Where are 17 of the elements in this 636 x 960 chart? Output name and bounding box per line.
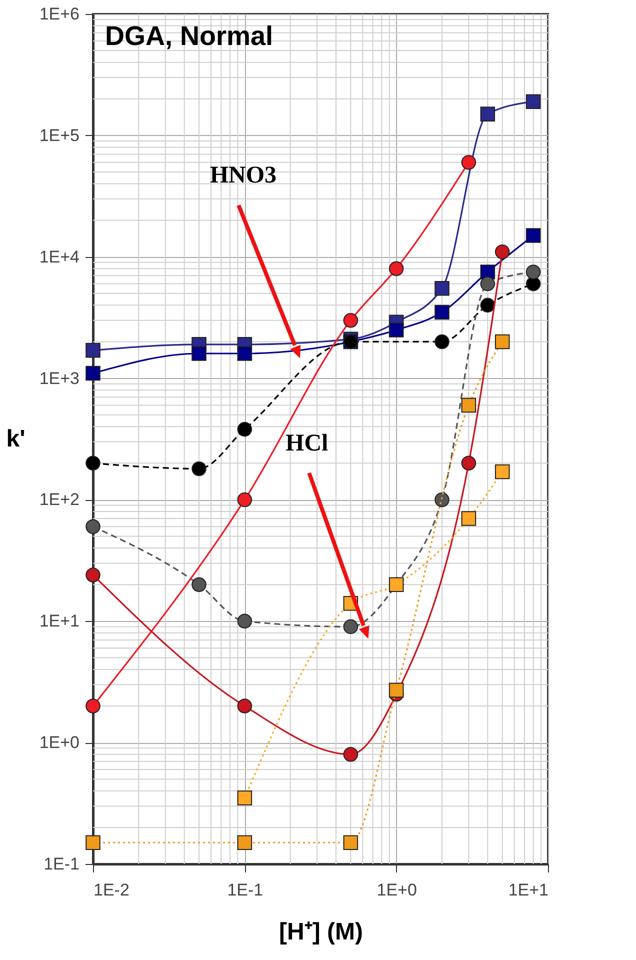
chart-title: DGA, Normal [105,21,274,51]
y-tick-label: 1E+3 [39,368,80,388]
y-tick-label: 1E+1 [39,612,80,631]
x-tick-label: 1E-2 [94,880,130,900]
y-tick-label: 1E+2 [39,490,80,510]
y-tick-label: 1E+5 [39,126,80,145]
y-tick-label: 1E+4 [39,247,80,266]
x-tick-label: 1E-1 [227,880,264,900]
x-tick-label: 1E+0 [376,880,417,900]
annotation: HCl [286,430,329,456]
x-axis-title: [H⁺] (M) [279,918,363,946]
y-axis-title: k' [6,426,26,452]
y-tick-label: 1E+6 [39,4,80,24]
y-tick-label: 1E+0 [39,733,80,752]
y-tick-label: 1E-1 [44,854,80,874]
x-tick-label: 1E+1 [508,880,548,900]
annotation: HNO3 [210,162,276,188]
